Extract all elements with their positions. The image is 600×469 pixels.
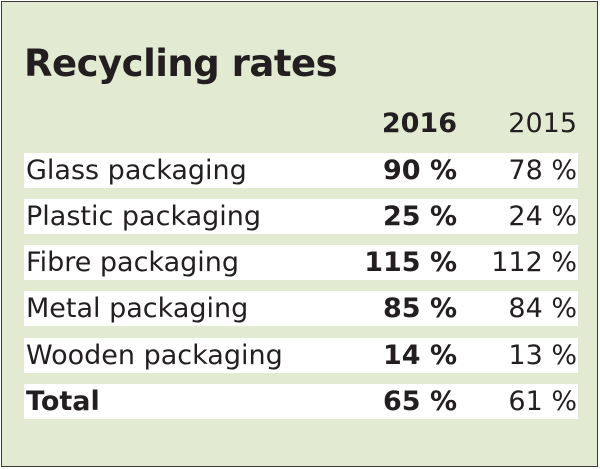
- value-2016: 14 %: [382, 340, 457, 371]
- table-row-wooden: Wooden packaging 14 % 13 %: [24, 338, 578, 373]
- row-label: Metal packaging: [26, 293, 249, 324]
- value-2015: 13 %: [508, 340, 577, 371]
- value-2015: 84 %: [508, 293, 577, 324]
- row-label: Plastic packaging: [26, 201, 262, 232]
- column-header-2016: 2016: [381, 108, 457, 139]
- row-label: Glass packaging: [26, 155, 247, 186]
- value-2016: 65 %: [382, 386, 457, 417]
- column-header-2015: 2015: [508, 108, 577, 139]
- table-row-metal: Metal packaging 85 % 84 %: [24, 291, 578, 326]
- value-2016: 115 %: [364, 247, 457, 278]
- value-2015: 24 %: [508, 201, 577, 232]
- value-2016: 25 %: [382, 201, 457, 232]
- row-label: Wooden packaging: [26, 340, 283, 371]
- table-row-fibre: Fibre packaging 115 % 112 %: [24, 245, 578, 280]
- value-2016: 85 %: [382, 293, 457, 324]
- table-row-glass: Glass packaging 90 % 78 %: [24, 153, 578, 188]
- row-label: Fibre packaging: [26, 247, 240, 278]
- value-2016: 90 %: [382, 155, 457, 186]
- row-label: Total: [26, 386, 100, 417]
- table-row-plastic: Plastic packaging 25 % 24 %: [24, 199, 578, 234]
- value-2015: 78 %: [508, 155, 577, 186]
- table-row-total: Total 65 % 61 %: [24, 384, 578, 419]
- value-2015: 61 %: [508, 386, 577, 417]
- value-2015: 112 %: [491, 247, 577, 278]
- chart-title: Recycling rates: [24, 42, 338, 85]
